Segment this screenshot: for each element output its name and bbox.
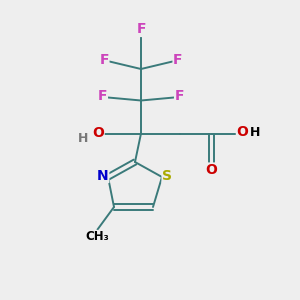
- Text: F: F: [136, 22, 146, 36]
- Text: N: N: [97, 169, 109, 182]
- Text: S: S: [162, 169, 172, 182]
- Text: H: H: [250, 125, 260, 139]
- Text: F: F: [99, 53, 109, 67]
- Text: F: F: [173, 53, 183, 67]
- Text: O: O: [236, 125, 248, 139]
- Text: F: F: [175, 89, 184, 103]
- Text: O: O: [92, 126, 104, 140]
- Text: H: H: [78, 132, 88, 146]
- Text: O: O: [206, 163, 218, 177]
- Text: F: F: [98, 89, 107, 103]
- Text: CH₃: CH₃: [85, 230, 109, 244]
